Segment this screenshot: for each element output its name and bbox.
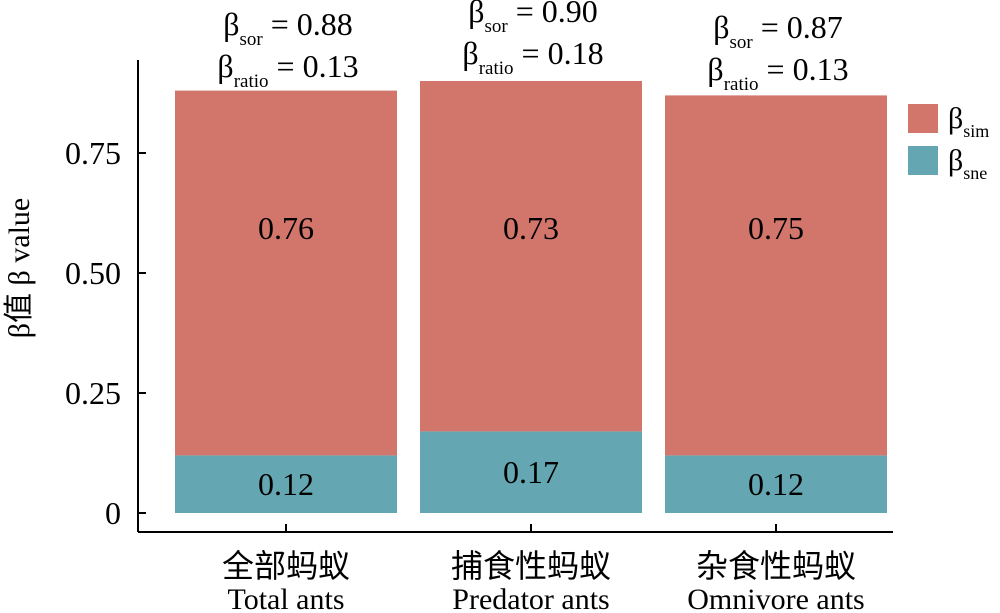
y-tick-label: 0.25 <box>65 375 121 411</box>
data-label-sim: 0.76 <box>258 210 314 246</box>
annotation-beta-ratio: βratio = 0.13 <box>217 48 358 92</box>
bar-segment-sim <box>665 95 887 456</box>
y-tick-label: 0 <box>105 495 121 531</box>
bar-segment-sne <box>665 455 887 513</box>
data-label-sne: 0.17 <box>503 454 559 490</box>
legend-label-sim: βsim <box>948 102 989 141</box>
x-tick-label-zh: 捕食性蚂蚁 <box>451 548 611 584</box>
bar-segment-sne <box>175 455 397 513</box>
y-axis-label: β值 β value <box>3 198 36 339</box>
bar-segment-sim <box>175 90 397 456</box>
legend-swatch-sne <box>908 146 938 175</box>
x-tick-label-en: Omnivore ants <box>687 583 864 613</box>
y-tick-label: 0.50 <box>65 255 121 291</box>
axes: β值 β value <box>3 60 893 533</box>
x-tick-label-zh: 杂食性蚂蚁 <box>696 548 856 584</box>
data-label-sim: 0.75 <box>748 210 804 246</box>
bar-segment-sim <box>420 81 642 432</box>
data-label-sne: 0.12 <box>748 466 804 502</box>
annotation-beta-sor: βsor = 0.87 <box>713 9 843 53</box>
bar-segment-sne <box>420 431 642 513</box>
data-label-sne: 0.12 <box>258 466 314 502</box>
annotation-beta-ratio: βratio = 0.18 <box>462 35 603 79</box>
x-tick-label-en: Predator ants <box>452 583 609 613</box>
annotation-beta-ratio: βratio = 0.13 <box>707 51 848 95</box>
bars: 0.12 0.76 0.17 0.73 0.12 0.75 <box>175 81 887 513</box>
annotation-beta-sor: βsor = 0.88 <box>223 6 353 50</box>
y-tick-label: 0.75 <box>65 135 121 171</box>
legend-swatch-sim <box>908 104 938 133</box>
data-label-sim: 0.73 <box>503 210 559 246</box>
x-tick-label-zh: 全部蚂蚁 <box>222 548 350 584</box>
y-ticks: 0 0.25 0.50 0.75 <box>65 135 146 531</box>
annotation-beta-sor: βsor = 0.90 <box>468 0 598 37</box>
legend-label-sne: βsne <box>948 144 987 183</box>
x-tick-label-en: Total ants <box>227 583 344 613</box>
